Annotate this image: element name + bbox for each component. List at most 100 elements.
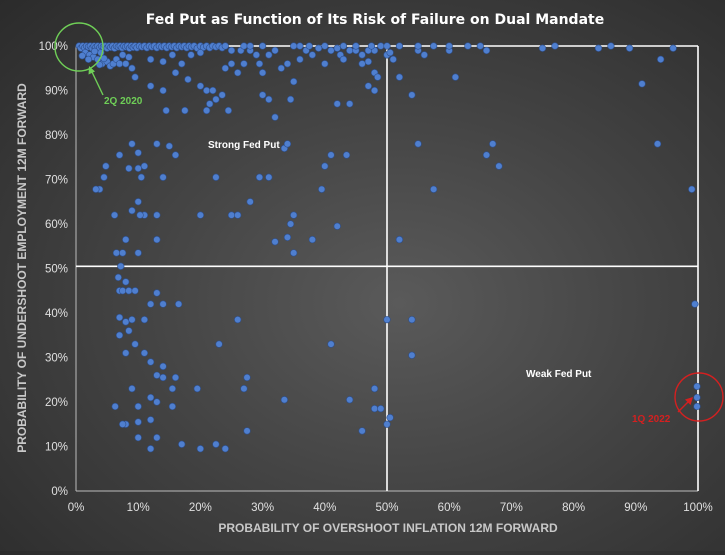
data-point	[131, 287, 139, 295]
x-tick-label: 50%	[375, 502, 398, 514]
data-point	[476, 42, 484, 50]
y-tick-label: 60%	[45, 219, 68, 231]
data-point	[159, 57, 167, 66]
data-point	[408, 316, 416, 324]
data-point	[346, 100, 354, 108]
annotation-strong-fed-put: Strong Fed Put	[208, 140, 280, 151]
data-point	[489, 140, 497, 148]
data-point	[134, 402, 142, 411]
data-point	[693, 393, 701, 402]
data-point	[265, 95, 273, 103]
data-point	[321, 42, 329, 50]
data-point	[308, 235, 316, 244]
data-point	[122, 349, 130, 357]
data-point	[691, 300, 699, 308]
data-point	[221, 42, 229, 50]
data-point	[364, 82, 372, 90]
data-point	[227, 211, 236, 219]
y-tick-label: 10%	[45, 442, 68, 454]
data-point	[119, 287, 127, 295]
data-point	[290, 211, 298, 219]
data-point	[280, 396, 288, 404]
data-point	[240, 385, 248, 393]
data-point	[212, 173, 220, 181]
y-tick-label: 0%	[51, 486, 68, 498]
data-point	[346, 46, 354, 55]
x-tick-label: 10%	[127, 502, 150, 514]
data-point	[321, 162, 329, 170]
x-tick-label: 70%	[500, 502, 523, 514]
data-point	[119, 420, 127, 428]
data-point	[358, 51, 366, 59]
data-point	[296, 42, 304, 50]
data-point	[115, 60, 124, 68]
data-point	[115, 313, 124, 322]
data-point	[625, 44, 634, 52]
data-point	[482, 151, 491, 159]
data-point	[358, 427, 366, 435]
data-point	[333, 100, 341, 108]
y-tick-label: 90%	[45, 86, 68, 98]
data-point	[395, 235, 404, 244]
data-point	[221, 445, 229, 453]
data-point	[91, 47, 99, 55]
data-point	[255, 173, 264, 181]
data-point	[175, 300, 183, 308]
data-point	[84, 55, 93, 63]
data-point	[430, 42, 438, 50]
data-point	[153, 398, 161, 406]
data-point	[128, 385, 136, 393]
data-point	[327, 151, 335, 159]
data-point	[196, 49, 204, 57]
data-point	[224, 106, 232, 115]
data-point	[153, 235, 161, 244]
data-point	[119, 249, 127, 257]
chart-title: Fed Put as Function of Its Risk of Failu…	[146, 12, 604, 28]
data-point	[265, 173, 273, 181]
data-point	[395, 73, 404, 81]
data-point	[374, 73, 382, 81]
data-point	[430, 185, 438, 193]
data-point	[339, 42, 348, 50]
data-point	[117, 262, 125, 270]
data-point	[122, 60, 130, 68]
highlight-circle-2q2020	[54, 22, 104, 72]
x-tick-label: 0%	[68, 502, 85, 514]
data-point	[128, 140, 136, 148]
y-tick-label: 20%	[45, 397, 68, 409]
data-point	[657, 55, 665, 63]
data-point	[246, 42, 254, 50]
data-point	[125, 287, 133, 295]
data-point	[221, 64, 229, 72]
data-point	[594, 44, 603, 52]
data-point	[243, 427, 251, 435]
data-point	[367, 42, 376, 50]
data-point	[246, 198, 254, 206]
data-point	[131, 340, 139, 348]
data-point	[196, 82, 204, 90]
data-point	[147, 358, 155, 366]
data-point	[358, 60, 366, 68]
highlight-circle-1q2022	[674, 372, 724, 422]
data-point	[495, 162, 503, 170]
data-point	[136, 211, 144, 219]
x-tick-label: 40%	[313, 502, 336, 514]
data-point	[271, 238, 279, 246]
data-point	[308, 51, 316, 59]
data-point	[227, 60, 236, 68]
data-point	[283, 233, 292, 241]
data-point	[271, 46, 279, 55]
data-point	[333, 222, 341, 230]
data-point	[147, 445, 155, 453]
data-point	[265, 51, 273, 59]
x-tick-label: 20%	[189, 502, 212, 514]
data-point	[203, 86, 211, 95]
data-point	[159, 300, 167, 308]
data-point	[128, 316, 136, 324]
data-point	[271, 113, 279, 121]
data-point	[212, 440, 220, 448]
data-point	[159, 373, 167, 382]
data-point	[318, 185, 326, 193]
